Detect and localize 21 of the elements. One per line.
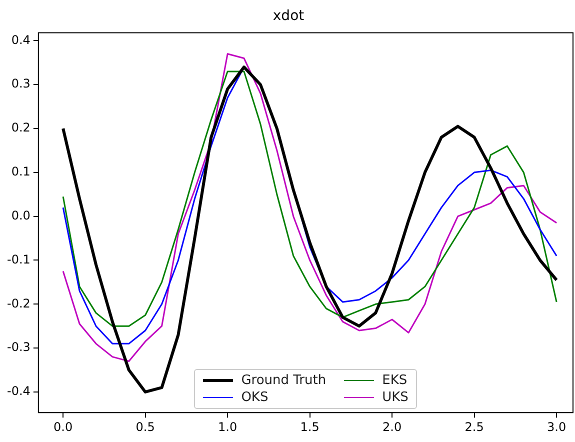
- legend-label: EKS: [382, 372, 408, 388]
- x-tick-label: 0.0: [54, 420, 73, 434]
- x-tick-label: 0.5: [136, 420, 155, 434]
- x-tick-label: 1.0: [218, 420, 238, 434]
- legend-label: Ground Truth: [241, 372, 326, 388]
- y-tick-label: 0.4: [11, 32, 30, 47]
- y-tick-label: -0.3: [6, 340, 30, 354]
- y-tick-label: 0.0: [11, 208, 30, 222]
- x-tick-label: 2.5: [464, 420, 484, 434]
- x-tick-label: 3.0: [547, 420, 566, 434]
- legend-label: UKS: [382, 390, 408, 405]
- y-tick-label: 0.1: [11, 164, 30, 179]
- y-tick-label: -0.4: [6, 384, 30, 398]
- y-tick-label: 0.3: [11, 76, 30, 91]
- x-tick-label: 2.0: [382, 420, 402, 434]
- y-tick-label: -0.1: [6, 252, 30, 266]
- y-tick-label: -0.2: [6, 296, 30, 310]
- x-tick-label: 1.5: [300, 420, 320, 434]
- y-tick-label: 0.2: [11, 120, 30, 135]
- chart-title: xdot: [272, 8, 305, 24]
- legend-label: OKS: [241, 390, 268, 405]
